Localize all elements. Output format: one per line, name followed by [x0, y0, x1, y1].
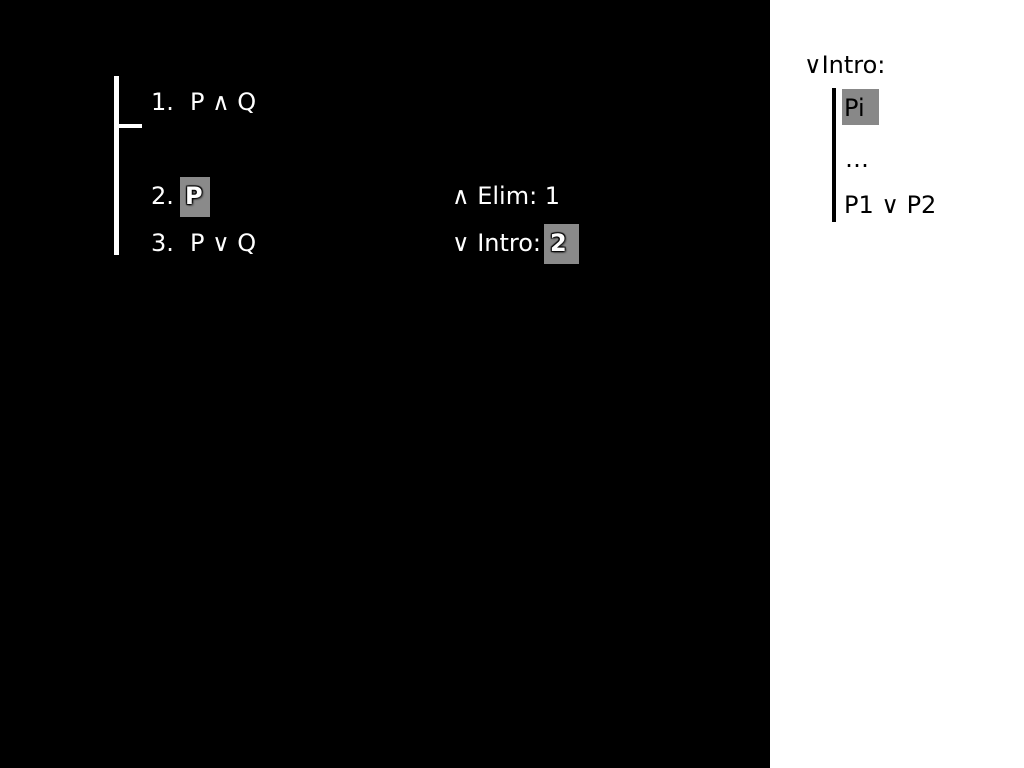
line-3-justification-rule[interactable]: ∨ Intro:	[452, 229, 542, 257]
line-1-formula[interactable]: P ∧ Q	[190, 88, 257, 116]
line-3-justification-ref[interactable]: 2	[544, 224, 579, 264]
line-3-justification-ref-highlight[interactable]: 2	[544, 224, 579, 264]
rule-pane	[770, 0, 1024, 768]
line-2-formula[interactable]: P	[180, 177, 210, 217]
rule-premise-highlight: Pi	[842, 89, 879, 125]
proof-pane: 1. P ∧ Q 2. P ∧ Elim: 1 3. P ∨ Q ∨ Intro…	[114, 76, 579, 264]
rule-premise: Pi	[842, 89, 879, 125]
line-3-number: 3.	[151, 229, 174, 257]
rule-ellipsis: …	[845, 145, 869, 173]
rule-scope-line	[832, 88, 836, 222]
rule-conclusion: P1 ∨ P2	[844, 191, 937, 219]
line-1-number: 1.	[151, 88, 174, 116]
premise-bar	[114, 124, 142, 128]
line-2-formula-highlight[interactable]: P	[180, 177, 210, 217]
line-2-justification[interactable]: ∧ Elim: 1	[452, 182, 561, 210]
rule-title: ∨Intro:	[804, 51, 886, 79]
line-2-number: 2.	[151, 182, 174, 210]
line-3-formula[interactable]: P ∨ Q	[190, 229, 257, 257]
proof-scope-line	[114, 76, 119, 255]
